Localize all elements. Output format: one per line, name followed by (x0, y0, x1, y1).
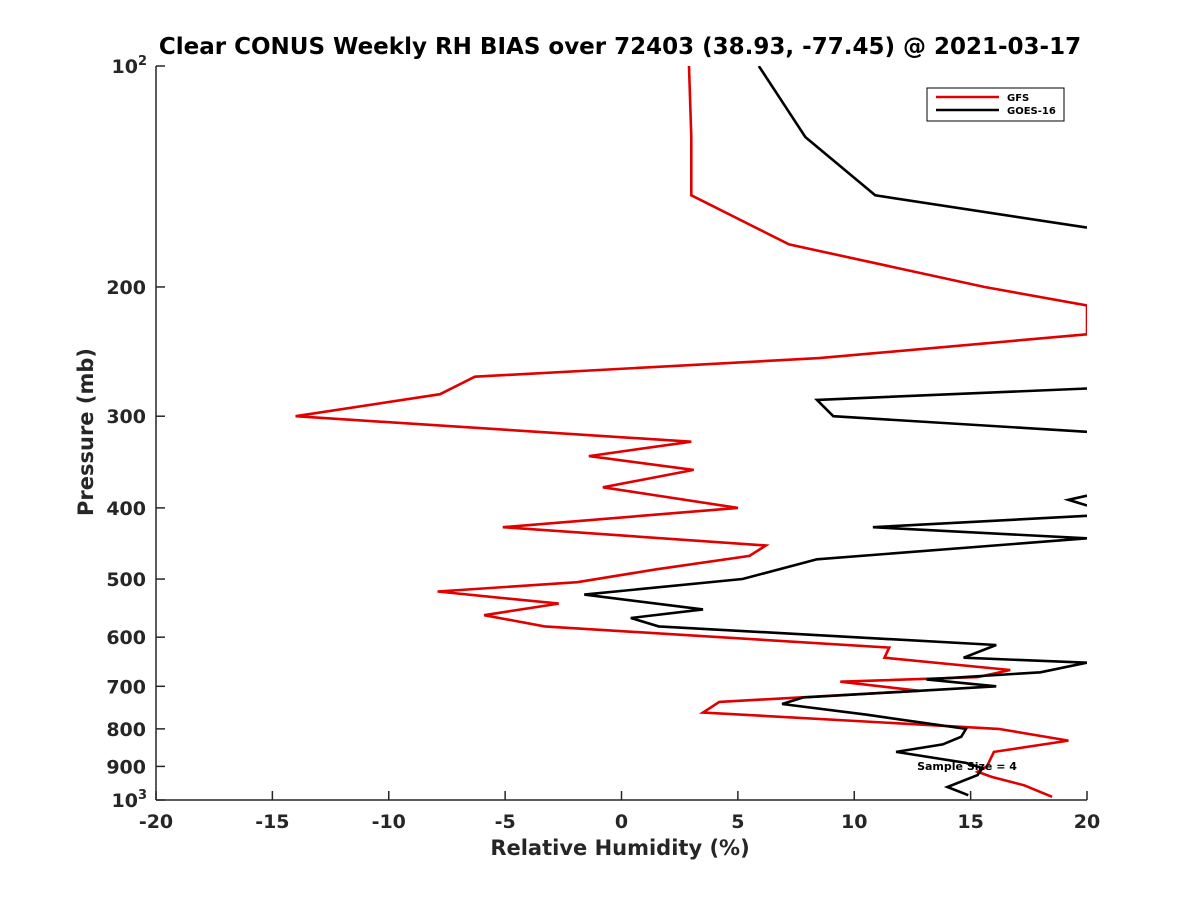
y-tick-label: 10 (112, 56, 138, 78)
y-tick-label: 400 (106, 498, 146, 520)
x-tick-label: -20 (139, 811, 173, 833)
series-line-goes-16 (584, 66, 1087, 797)
y-tick-exponent: 3 (138, 788, 147, 803)
legend-label: GFS (1007, 93, 1029, 104)
legend-label: GOES-16 (1007, 106, 1056, 117)
x-tick-label: 10 (841, 811, 867, 833)
y-axis-label: Pressure (mb) (74, 348, 98, 516)
sample-size-annotation: Sample Size = 4 (917, 760, 1017, 773)
y-tick-label: 800 (106, 719, 146, 741)
x-tick-label: 20 (1074, 811, 1100, 833)
plot-area (295, 66, 1087, 799)
y-tick-exponent: 2 (138, 54, 147, 69)
x-tick-label: 0 (615, 811, 628, 833)
y-tick-label: 700 (106, 676, 146, 698)
x-tick-label: -5 (495, 811, 516, 833)
series-line-gfs (295, 66, 1087, 799)
y-tick-label: 300 (106, 406, 146, 428)
y-tick-label: 500 (106, 569, 146, 591)
y-tick-label: 10 (112, 790, 138, 812)
x-tick-label: 5 (731, 811, 744, 833)
y-tick-label: 900 (106, 756, 146, 778)
x-axis-label: Relative Humidity (%) (490, 836, 749, 860)
legend: GFS GOES-16 (926, 87, 1065, 122)
y-tick-label: 200 (106, 277, 146, 299)
chart-title: Clear CONUS Weekly RH BIAS over 72403 (3… (159, 34, 1081, 60)
x-tick-label: -15 (255, 811, 289, 833)
legend-box (926, 87, 1065, 122)
y-tick-label: 600 (106, 627, 146, 649)
x-tick-label: -10 (372, 811, 406, 833)
x-tick-label: 15 (957, 811, 983, 833)
